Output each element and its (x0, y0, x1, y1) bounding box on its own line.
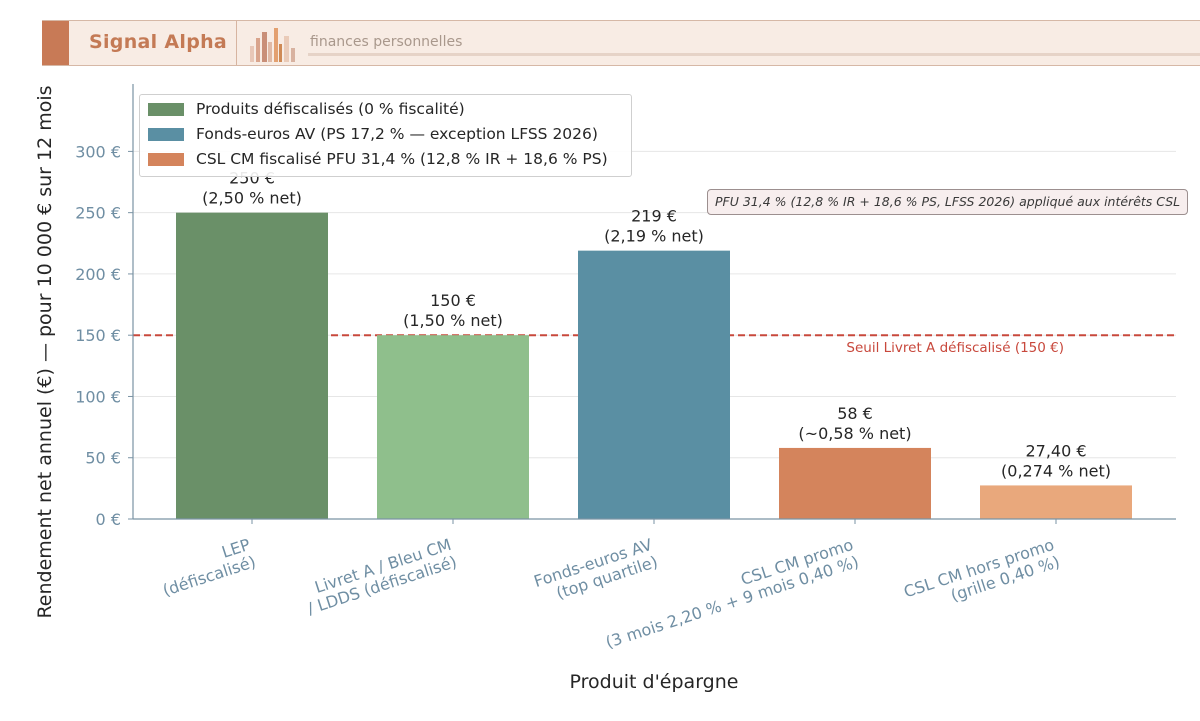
x-tick-label: CSL CM hors promo(grille 0,40 %) (901, 535, 1062, 605)
bar-chart-logo-icon (250, 28, 295, 62)
legend-swatch (148, 152, 184, 166)
bar[interactable] (578, 250, 730, 519)
x-tick-label: LEP(défiscalisé) (160, 535, 258, 600)
x-axis-title: Produit d'épargne (570, 671, 739, 693)
data-label-value: 150 € (430, 291, 476, 310)
x-tick-label-line: (défiscalisé) (160, 552, 258, 600)
y-axis-title: Rendement net annuel (€) — pour 10 000 €… (34, 85, 56, 618)
data-labels: 250 €(2,50 % net)150 €(1,50 % net)219 €(… (202, 169, 1111, 481)
data-label-percent: (0,274 % net) (1001, 461, 1111, 480)
header-divider (236, 21, 237, 65)
y-tick-label: 250 € (75, 204, 121, 223)
legend-label: Fonds-euros AV (PS 17,2 % — exception LF… (196, 125, 598, 143)
legend-swatch (148, 127, 184, 141)
legend-item: Fonds-euros AV (PS 17,2 % — exception LF… (148, 123, 598, 145)
y-tick-label: 50 € (85, 449, 121, 468)
data-label-percent: (~0,58 % net) (798, 424, 911, 443)
y-tick-label: 100 € (75, 387, 121, 406)
y-tick-label: 0 € (96, 510, 121, 529)
y-tick-label: 300 € (75, 142, 121, 161)
bar[interactable] (176, 212, 328, 519)
data-label-value: 27,40 € (1025, 441, 1086, 460)
tagline: finances personnelles (310, 34, 463, 50)
bar[interactable] (980, 485, 1132, 519)
x-tick-label: Fonds-euros AV(top quartile) (532, 535, 661, 603)
bar[interactable] (779, 447, 931, 519)
legend-item: Produits défiscalisés (0 % fiscalité) (148, 98, 465, 120)
legend: Produits défiscalisés (0 % fiscalité) Fon… (139, 94, 632, 177)
data-label-value: 58 € (837, 404, 873, 423)
y-tick-label: 200 € (75, 265, 121, 284)
legend-label: CSL CM fiscalisé PFU 31,4 % (12,8 % IR +… (196, 150, 608, 168)
brand-name[interactable]: Signal Alpha (89, 31, 228, 53)
legend-label: Produits défiscalisés (0 % fiscalité) (196, 100, 465, 118)
annotation-note: PFU 31,4 % (12,8 % IR + 18,6 % PS, LFSS … (707, 189, 1189, 215)
legend-swatch (148, 102, 184, 116)
reference-line-label: Seuil Livret A défiscalisé (150 €) (846, 340, 1064, 356)
bars (176, 212, 1132, 519)
legend-item: CSL CM fiscalisé PFU 31,4 % (12,8 % IR +… (148, 148, 608, 170)
data-label-percent: (1,50 % net) (403, 311, 503, 330)
data-label-percent: (2,50 % net) (202, 189, 302, 208)
y-tick-label: 150 € (75, 326, 121, 345)
x-tick-label: Livret A / Bleu CM/ LDDS (défiscalisé) (305, 535, 459, 618)
data-label-value: 219 € (631, 207, 677, 226)
bar[interactable] (377, 335, 529, 519)
data-label-percent: (2,19 % net) (604, 227, 704, 246)
tagline-underline (308, 53, 1200, 56)
site-header: Signal Alpha finances personnelles (42, 20, 1200, 66)
brand-mark (42, 21, 69, 65)
